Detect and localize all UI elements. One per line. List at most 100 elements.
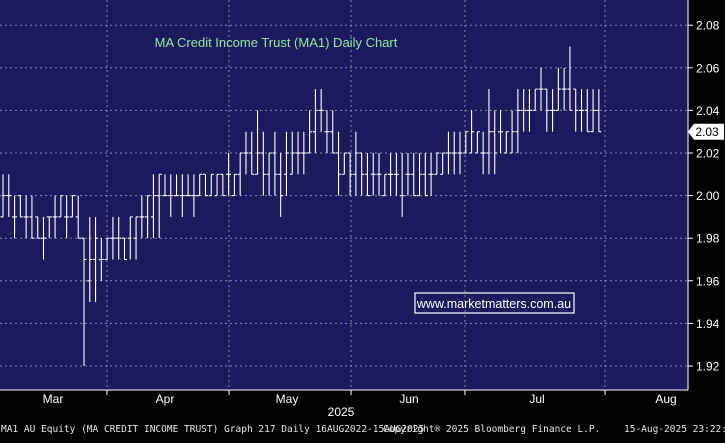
ohlc-bar xyxy=(498,110,504,153)
ohlc-bar xyxy=(226,153,232,196)
x-axis-year-label: 2025 xyxy=(328,405,355,419)
y-tick-label: 2.00 xyxy=(696,189,720,203)
ohlc-bar xyxy=(40,216,46,260)
watermark-box xyxy=(414,292,575,314)
footer-copyright: Copyright® 2025 Bloomberg Finance L.P. xyxy=(383,424,601,435)
ohlc-bar xyxy=(463,131,469,154)
ohlc-bar xyxy=(168,174,174,217)
last-price-box xyxy=(688,123,724,140)
y-tick-label: 2.08 xyxy=(696,19,720,33)
x-axis: Mar Apr May Jun Jul Aug xyxy=(0,389,688,406)
ohlc-bar xyxy=(220,173,226,197)
ohlc-bar xyxy=(127,216,133,260)
footer-timestamp: 15-Aug-2025 23:22:00 xyxy=(624,424,725,435)
ohlc-bar xyxy=(538,67,544,111)
ohlc-bar xyxy=(341,152,347,175)
x-tick-label: Apr xyxy=(156,392,175,406)
ohlc-bar xyxy=(474,131,480,154)
last-price-label: 2.03 xyxy=(695,125,719,139)
ohlc-bar xyxy=(289,131,295,175)
ohlc-bar xyxy=(434,152,440,175)
ohlc-bar xyxy=(336,131,342,196)
ohlc-bar xyxy=(98,238,104,281)
ohlc-bar xyxy=(243,131,249,175)
ohlc-bar xyxy=(202,173,208,197)
y-tick-label: 2.02 xyxy=(696,147,720,161)
ohlc-bar xyxy=(231,173,237,197)
ohlc-bar xyxy=(75,195,81,239)
ohlc-bar xyxy=(567,46,573,111)
ohlc-bar xyxy=(405,153,411,196)
ohlc-bar xyxy=(544,88,550,132)
ohlc-bar xyxy=(46,216,52,239)
watermark: www.marketmatters.com.au xyxy=(414,292,575,314)
ohlc-bar xyxy=(503,131,509,154)
ohlc-bar xyxy=(590,89,596,133)
ohlc-bar xyxy=(121,237,127,261)
last-price-marker: 2.03 xyxy=(688,123,724,140)
x-tick-label: Jun xyxy=(399,392,418,406)
ohlc-bar xyxy=(561,67,567,111)
ohlc-bar xyxy=(515,89,521,153)
ohlc-bar xyxy=(579,89,584,132)
ohlc-bar xyxy=(260,131,266,196)
ohlc-bar xyxy=(469,110,475,154)
ohlc-bar xyxy=(550,89,556,132)
ohlc-bar xyxy=(509,110,515,154)
y-tick-label: 2.04 xyxy=(696,104,720,118)
x-tick-label: Mar xyxy=(43,392,64,406)
ohlc-bar xyxy=(359,152,365,196)
x-tick-label: May xyxy=(276,392,299,406)
ohlc-bar xyxy=(191,174,197,217)
ohlc-bar xyxy=(573,88,579,132)
ohlc-bar xyxy=(116,216,122,260)
ohlc-bar xyxy=(278,153,284,217)
y-tick-label: 1.92 xyxy=(696,360,720,374)
ohlc-bar xyxy=(486,89,492,175)
y-tick-label: 2.06 xyxy=(696,61,720,75)
ohlc-bar xyxy=(266,152,272,196)
ohlc-bar xyxy=(347,152,353,196)
y-tick-label: 1.94 xyxy=(696,317,720,331)
footer-security-info: MA1 AU Equity (MA CREDIT INCOME TRUST) G… xyxy=(1,424,425,435)
footer-bar: MA1 AU Equity (MA CREDIT INCOME TRUST) G… xyxy=(0,421,725,438)
ohlc-bar xyxy=(139,195,145,239)
ohlc-bar xyxy=(81,237,87,366)
ohlc-bar xyxy=(411,153,417,197)
ohlc-bar xyxy=(324,110,330,153)
ohlc-bar xyxy=(29,195,35,239)
ohlc-bar xyxy=(393,153,399,196)
ohlc-bar xyxy=(312,89,318,153)
ohlc-bar xyxy=(17,195,23,218)
price-bars xyxy=(0,46,602,366)
ohlc-bar xyxy=(174,174,180,197)
ohlc-bar xyxy=(318,89,324,132)
ohlc-bar xyxy=(255,110,261,175)
ohlc-bar xyxy=(272,131,278,196)
ohlc-bar xyxy=(330,110,336,154)
ohlc-bar xyxy=(417,153,423,197)
ohlc-bar xyxy=(110,216,116,260)
ohlc-bar xyxy=(156,173,162,239)
ohlc-bar xyxy=(249,131,255,175)
y-tick-label: 1.98 xyxy=(696,232,720,246)
ohlc-bar xyxy=(179,174,185,217)
ohlc-bar xyxy=(364,153,370,197)
ohlc-bar xyxy=(197,173,203,197)
ohlc-bar xyxy=(133,216,139,260)
ohlc-bar xyxy=(64,195,70,239)
ohlc-bar xyxy=(307,110,313,154)
ohlc-bar xyxy=(12,195,18,239)
ohlc-bar xyxy=(445,131,451,175)
ohlc-bar xyxy=(428,153,434,196)
ohlc-bar xyxy=(555,67,561,111)
ohlc-bar xyxy=(492,110,498,175)
ohlc-bar xyxy=(0,174,6,218)
ohlc-bar xyxy=(283,131,289,196)
y-axis: 1.92 1.94 1.96 1.98 2.00 2.02 2.04 2.06 2.08 xyxy=(687,0,720,390)
ohlc-bar xyxy=(584,89,590,133)
ohlc-bar xyxy=(376,153,382,196)
ohlc-bar xyxy=(237,152,243,196)
